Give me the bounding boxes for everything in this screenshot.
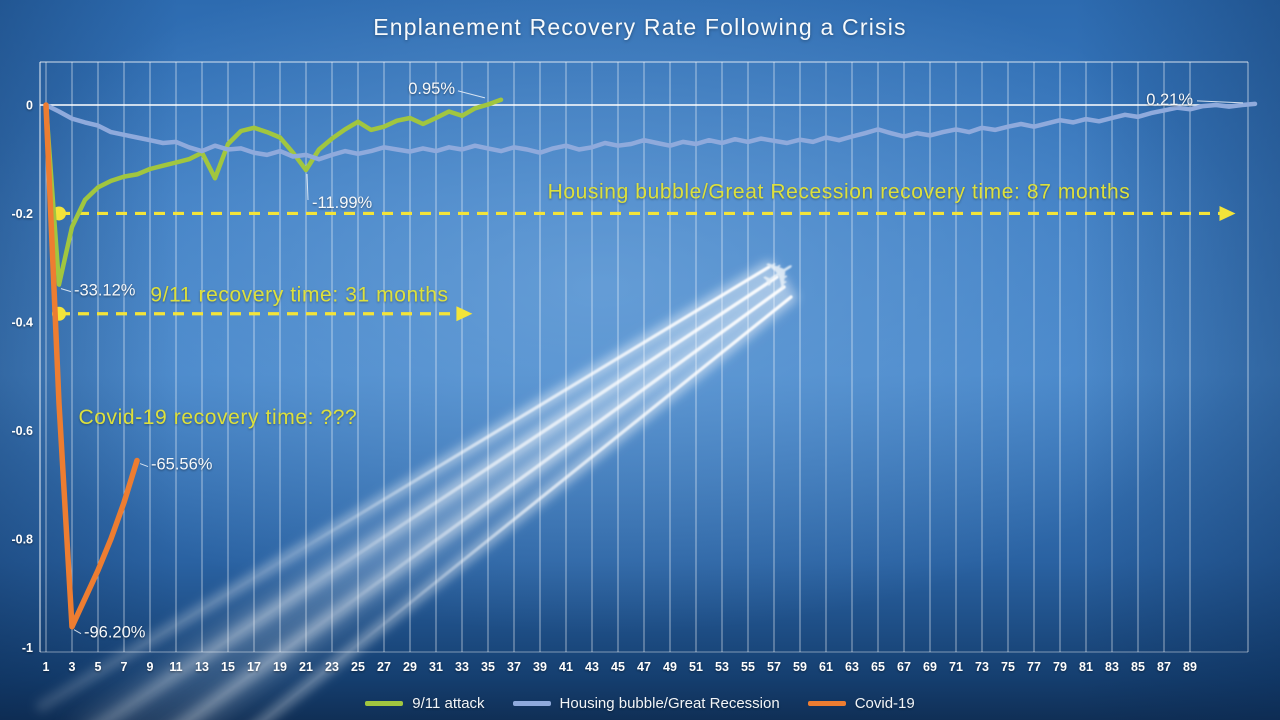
x-tick-label: 61 [819, 660, 833, 674]
x-tick-label: 83 [1105, 660, 1119, 674]
y-tick-label: -0.2 [11, 207, 33, 221]
x-tick-label: 37 [507, 660, 521, 674]
value-label-leader [1196, 100, 1244, 104]
x-tick-label: 59 [793, 660, 807, 674]
value-label-leader [306, 174, 309, 201]
x-tick-label: 29 [403, 660, 417, 674]
x-tick-label: 9 [147, 660, 154, 674]
x-tick-label: 53 [715, 660, 729, 674]
x-tick-label: 47 [637, 660, 651, 674]
y-tick-label: 0 [26, 99, 33, 113]
series-line-2 [43, 101, 1258, 162]
legend-label: Housing bubble/Great Recession [559, 695, 780, 712]
value-label: 0.21% [1146, 91, 1193, 109]
x-tick-label: 51 [689, 660, 703, 674]
x-tick-label: 13 [195, 660, 209, 674]
x-tick-label: 5 [95, 660, 102, 674]
covid-recovery-label: Covid-19 recovery time: ??? [79, 406, 358, 429]
value-label: -11.99% [312, 194, 373, 212]
value-label: -65.56% [151, 456, 213, 474]
x-tick-label: 25 [351, 660, 365, 674]
x-tick-label: 79 [1053, 660, 1067, 674]
x-tick-label: 85 [1131, 660, 1145, 674]
x-tick-label: 21 [299, 660, 313, 674]
x-tick-label: 39 [533, 660, 547, 674]
value-label-leader [73, 629, 82, 635]
y-tick-label: -0.8 [11, 532, 33, 546]
x-tick-label: 77 [1027, 660, 1041, 674]
legend-swatch [365, 701, 404, 706]
x-tick-label: 43 [585, 660, 599, 674]
legend: 9/11 attack Housing bubble/Great Recessio… [0, 695, 1280, 712]
x-tick-label: 55 [741, 660, 755, 674]
x-tick-label: 27 [377, 660, 391, 674]
x-tick-label: 35 [481, 660, 495, 674]
x-tick-label: 75 [1001, 660, 1015, 674]
value-label-leader [139, 463, 149, 468]
x-tick-label: 69 [923, 660, 937, 674]
legend-label: Covid-19 [854, 695, 915, 712]
contrail-crisp [40, 265, 793, 720]
x-tick-label: 89 [1183, 660, 1197, 674]
y-tick-label: -1 [22, 641, 33, 655]
legend-swatch [807, 701, 846, 706]
value-label: 0.95% [408, 80, 455, 98]
x-tick-label: 15 [221, 660, 235, 674]
value-label: -96.20% [84, 624, 146, 642]
x-tick-label: 17 [247, 660, 261, 674]
x-tick-label: 1 [43, 660, 50, 674]
recovery-time-label: Housing bubble/Great Recession recovery … [548, 180, 1131, 203]
x-tick-label: 23 [325, 660, 339, 674]
legend-item: 9/11 attack [365, 695, 485, 712]
x-tick-label: 57 [767, 660, 781, 674]
recovery-arrow-head [1219, 205, 1236, 221]
legend-item: Housing bubble/Great Recession [512, 695, 780, 712]
x-tick-label: 71 [949, 660, 963, 674]
legend-label: 9/11 attack [412, 695, 485, 712]
series-line-1 [43, 97, 504, 287]
x-tick-label: 65 [871, 660, 885, 674]
x-tick-label: 31 [429, 660, 443, 674]
recovery-arrow-head [456, 306, 473, 322]
x-tick-label: 33 [455, 660, 469, 674]
x-tick-label: 87 [1157, 660, 1171, 674]
legend-swatch [512, 701, 551, 706]
y-tick-label: -0.6 [11, 424, 33, 438]
y-tick-label: -0.4 [11, 315, 33, 329]
chart-title: Enplanement Recovery Rate Following a Cr… [373, 14, 907, 40]
x-tick-label: 19 [273, 660, 287, 674]
x-tick-label: 11 [169, 660, 182, 674]
x-tick-label: 67 [897, 660, 911, 674]
recovery-time-label: 9/11 recovery time: 31 months [150, 283, 448, 306]
x-tick-label: 41 [559, 660, 573, 674]
x-tick-label: 49 [663, 660, 677, 674]
x-tick-label: 73 [975, 660, 989, 674]
value-label: -33.12% [74, 282, 136, 300]
value-label-leader [60, 288, 72, 293]
legend-item: Covid-19 [807, 695, 915, 712]
x-tick-label: 63 [845, 660, 859, 674]
x-tick-label: 7 [121, 660, 128, 674]
x-tick-label: 3 [69, 660, 76, 674]
x-tick-label: 81 [1079, 660, 1093, 674]
value-label-leader [457, 90, 486, 99]
x-tick-label: 45 [611, 660, 625, 674]
series-line-3 [43, 102, 140, 630]
